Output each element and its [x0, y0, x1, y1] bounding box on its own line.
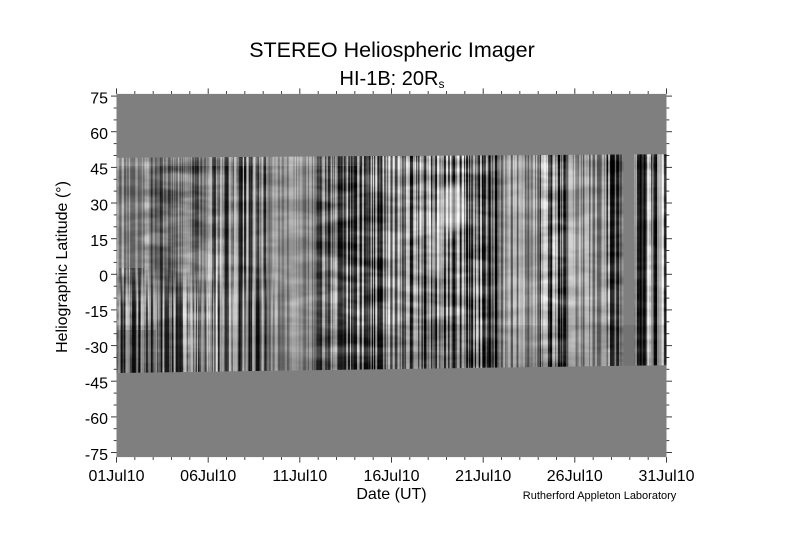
svg-text:-15: -15 [85, 304, 108, 321]
svg-text:21Jul10: 21Jul10 [455, 468, 511, 485]
svg-text:16Jul10: 16Jul10 [363, 468, 419, 485]
svg-text:Heliographic Latitude (°): Heliographic Latitude (°) [54, 181, 71, 353]
svg-text:0: 0 [99, 269, 108, 286]
svg-text:30: 30 [90, 197, 108, 214]
svg-text:Rutherford Appleton Laboratory: Rutherford Appleton Laboratory [523, 490, 677, 502]
svg-text:-60: -60 [85, 411, 108, 428]
svg-text:-75: -75 [85, 447, 108, 464]
svg-text:31Jul10: 31Jul10 [638, 468, 694, 485]
svg-text:STEREO Heliospheric Imager: STEREO Heliospheric Imager [249, 38, 535, 62]
svg-text:-45: -45 [85, 376, 108, 393]
svg-text:06Jul10: 06Jul10 [180, 468, 236, 485]
svg-text:15: 15 [90, 233, 108, 250]
svg-text:60: 60 [90, 126, 108, 143]
svg-text:75: 75 [90, 90, 108, 107]
svg-text:Date (UT): Date (UT) [356, 486, 426, 503]
svg-text:11Jul10: 11Jul10 [272, 468, 327, 485]
svg-text:01Jul10: 01Jul10 [88, 468, 144, 485]
svg-text:45: 45 [90, 162, 108, 179]
svg-text:26Jul10: 26Jul10 [547, 468, 603, 485]
svg-text:HI-1B: 20Rs: HI-1B: 20Rs [340, 68, 445, 91]
svg-text:-30: -30 [85, 340, 108, 357]
